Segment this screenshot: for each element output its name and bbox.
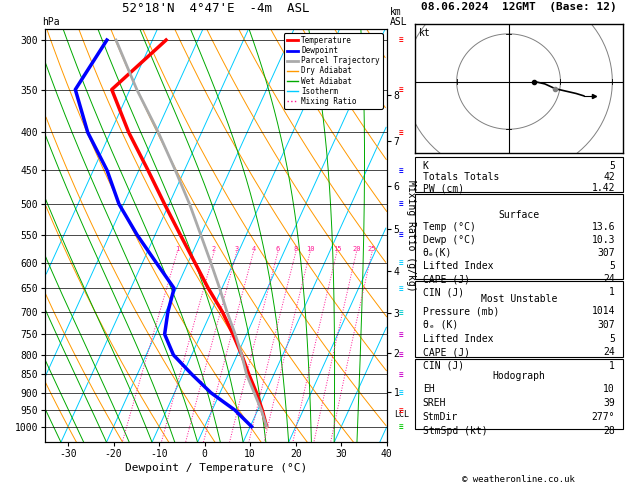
Text: ≡: ≡ [398,230,403,239]
Text: Lifted Index: Lifted Index [423,261,493,271]
Text: Hodograph: Hodograph [493,371,545,382]
Text: ≡: ≡ [398,166,403,175]
Text: Most Unstable: Most Unstable [481,294,557,304]
Text: 3: 3 [235,246,239,252]
Text: ≡: ≡ [398,35,403,45]
Text: 2: 2 [212,246,216,252]
Text: Temp (°C): Temp (°C) [423,222,476,231]
Text: 42: 42 [603,172,615,182]
Text: 13.6: 13.6 [591,222,615,231]
Text: PW (cm): PW (cm) [423,183,464,193]
Text: 1: 1 [175,246,179,252]
Text: ≡: ≡ [398,200,403,208]
Text: 307: 307 [598,320,615,330]
Text: ≡: ≡ [398,128,403,137]
Text: ≡: ≡ [398,330,403,339]
Text: θₑ (K): θₑ (K) [423,320,458,330]
Text: CAPE (J): CAPE (J) [423,347,470,357]
Text: Lifted Index: Lifted Index [423,333,493,344]
Text: 4: 4 [252,246,255,252]
Text: 5: 5 [609,161,615,171]
Text: LCL: LCL [394,410,409,419]
Text: 24: 24 [603,347,615,357]
Y-axis label: Mixing Ratio (g/kg): Mixing Ratio (g/kg) [406,180,416,292]
Text: kt: kt [420,28,431,38]
Text: ≡: ≡ [398,258,403,267]
Text: ≡: ≡ [398,85,403,94]
Text: 5: 5 [609,333,615,344]
Text: 307: 307 [598,248,615,258]
Text: StmSpd (kt): StmSpd (kt) [423,426,487,436]
Text: km
ASL: km ASL [390,7,408,27]
Text: hPa: hPa [42,17,60,27]
Text: © weatheronline.co.uk: © weatheronline.co.uk [462,474,576,484]
Text: 6: 6 [276,246,280,252]
Text: 52°18'N  4°47'E  -4m  ASL: 52°18'N 4°47'E -4m ASL [122,1,310,15]
Text: 25: 25 [368,246,376,252]
Text: ≡: ≡ [398,422,403,431]
Text: 277°: 277° [591,412,615,422]
Text: CAPE (J): CAPE (J) [423,274,470,284]
Text: StmDir: StmDir [423,412,458,422]
Text: EH: EH [423,384,435,394]
Text: CIN (J): CIN (J) [423,361,464,371]
Text: 10.3: 10.3 [591,235,615,245]
Text: ≡: ≡ [398,406,403,415]
Text: 10: 10 [306,246,314,252]
Text: 39: 39 [603,398,615,408]
Text: 28: 28 [603,426,615,436]
Text: ≡: ≡ [398,350,403,360]
Text: θₑ(K): θₑ(K) [423,248,452,258]
Text: K: K [423,161,429,171]
Text: 15: 15 [333,246,341,252]
Text: 1.42: 1.42 [591,183,615,193]
Text: 10: 10 [603,384,615,394]
Text: 20: 20 [352,246,361,252]
Text: SREH: SREH [423,398,447,408]
Text: CIN (J): CIN (J) [423,288,464,297]
Text: Pressure (mb): Pressure (mb) [423,306,499,316]
Text: 1: 1 [609,361,615,371]
Text: ≡: ≡ [398,284,403,293]
Text: 5: 5 [609,261,615,271]
Text: ≡: ≡ [398,388,403,397]
Text: Totals Totals: Totals Totals [423,172,499,182]
Text: 1014: 1014 [591,306,615,316]
Text: 24: 24 [603,274,615,284]
Text: 8: 8 [294,246,298,252]
Text: 08.06.2024  12GMT  (Base: 12): 08.06.2024 12GMT (Base: 12) [421,2,617,12]
Text: Surface: Surface [498,210,540,220]
Text: Dewp (°C): Dewp (°C) [423,235,476,245]
Text: ≡: ≡ [398,370,403,379]
Text: ≡: ≡ [398,308,403,316]
Text: 1: 1 [609,288,615,297]
X-axis label: Dewpoint / Temperature (°C): Dewpoint / Temperature (°C) [125,463,307,473]
Legend: Temperature, Dewpoint, Parcel Trajectory, Dry Adiabat, Wet Adiabat, Isotherm, Mi: Temperature, Dewpoint, Parcel Trajectory… [284,33,383,109]
